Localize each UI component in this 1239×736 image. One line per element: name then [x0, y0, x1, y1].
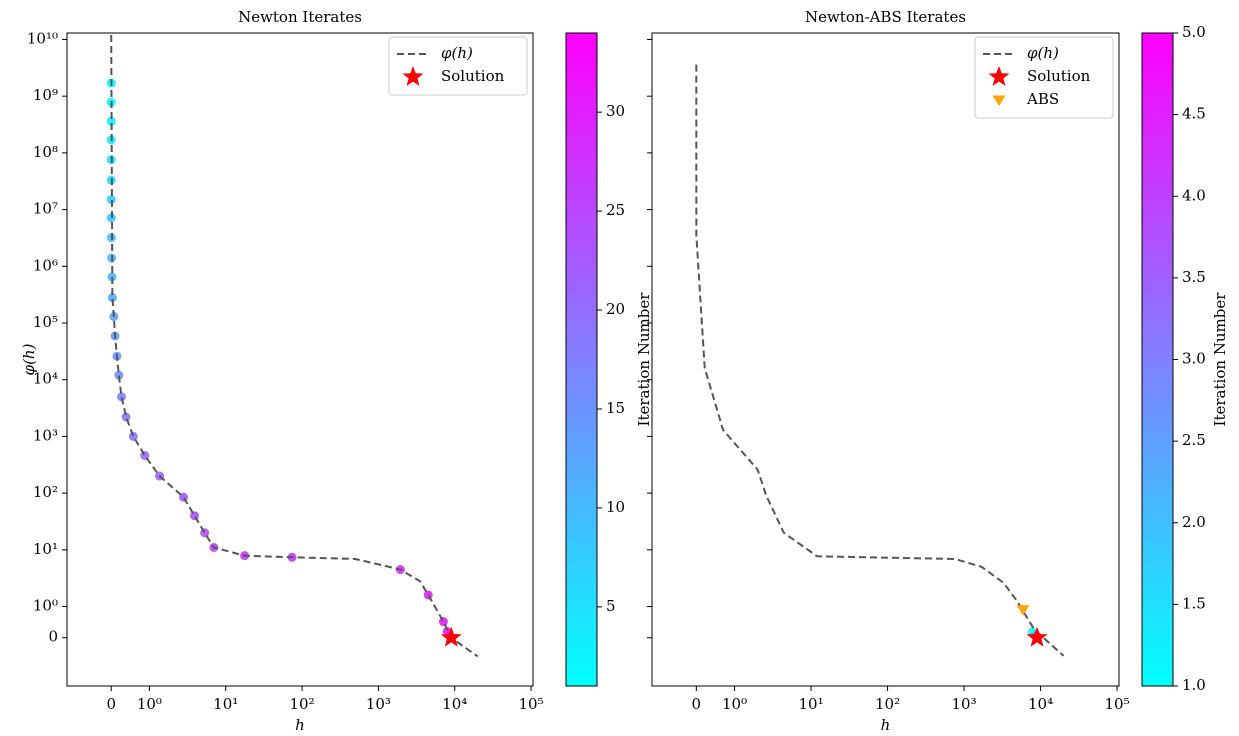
- x-tick-label: 10⁴: [442, 695, 467, 713]
- y-tick-label: 10¹: [33, 540, 58, 558]
- legend-star: [988, 66, 1010, 86]
- colorbar-tick-label: 1.0: [1182, 676, 1206, 694]
- axes-frame: [651, 32, 1120, 687]
- iterate-point: [121, 412, 131, 422]
- legend-box: [388, 36, 528, 96]
- y-axis-label: φ(h): [20, 343, 38, 375]
- legend-label: ABS: [1026, 90, 1059, 108]
- y-tick-label: 0: [48, 628, 58, 646]
- x-axis-label: h: [881, 716, 891, 734]
- x-tick-label: 10³: [366, 695, 391, 713]
- x-tick-label: 10¹: [799, 695, 824, 713]
- y-tick-label: 10⁵: [33, 313, 58, 331]
- colorbar-tick-label: 3.5: [1182, 268, 1206, 286]
- x-tick-label: 10¹: [213, 695, 238, 713]
- y-tick-label: 10²: [33, 483, 58, 501]
- solution-marker: [1026, 626, 1048, 647]
- legend-label: φ(h): [1027, 44, 1059, 62]
- legend-label: Solution: [441, 67, 505, 85]
- y-tick-label: 10¹⁰: [27, 29, 58, 47]
- legend-star: [402, 66, 424, 86]
- colorbar-tick-label: 2.0: [1182, 513, 1206, 531]
- y-tick-label: 10⁸: [33, 143, 58, 161]
- iterate-point: [114, 370, 124, 380]
- x-axis-label: h: [295, 716, 305, 734]
- curve: [110, 34, 479, 658]
- x-tick-label: 10⁴: [1028, 695, 1053, 713]
- colorbar-label: Iteration Number: [1211, 292, 1229, 427]
- y-tick-label: 10⁴: [33, 370, 58, 388]
- x-tick-label: 10³: [952, 695, 977, 713]
- x-tick-label: 10⁵: [519, 695, 544, 713]
- chart-title: Newton Iterates: [238, 8, 362, 26]
- y-tick-label: 10⁰: [33, 597, 58, 615]
- x-tick-label: 10⁰: [722, 695, 747, 713]
- colorbar-tick-label: 30: [606, 102, 625, 120]
- iterate-point: [423, 590, 433, 600]
- iterate-point: [107, 272, 117, 282]
- curve: [695, 64, 1065, 657]
- x-tick-label: 10²: [290, 695, 315, 713]
- legend-label: φ(h): [441, 44, 473, 62]
- colorbar-tick-label: 4.0: [1182, 186, 1206, 204]
- x-tick-label: 10⁰: [137, 695, 162, 713]
- iterate-point: [438, 617, 448, 627]
- colorbar-tick-label: 25: [606, 201, 625, 219]
- x-tick-label: 10⁵: [1105, 695, 1130, 713]
- colorbar-tick-label: 15: [606, 399, 625, 417]
- iterate-point: [107, 293, 117, 303]
- colorbar-tick-label: 1.5: [1182, 594, 1206, 612]
- axes-frame: [66, 32, 534, 687]
- colorbar-tick-label: 5: [606, 597, 616, 615]
- colorbar-label: Iteration Number: [635, 292, 653, 427]
- x-tick-label: 10²: [875, 695, 900, 713]
- iterate-point: [128, 431, 138, 441]
- colorbar-tick-label: 10: [606, 498, 625, 516]
- y-tick-label: 10⁶: [33, 256, 58, 274]
- abs-marker: [1016, 605, 1030, 616]
- y-tick-label: 10³: [33, 426, 58, 444]
- solution-marker: [440, 626, 462, 647]
- colorbar-tick-label: 2.5: [1182, 431, 1206, 449]
- legend-triangle: [992, 95, 1006, 106]
- plot-area: [106, 34, 479, 658]
- legend-box: [974, 36, 1114, 119]
- iterate-point: [117, 392, 127, 402]
- colorbar-tick-label: 4.5: [1182, 105, 1206, 123]
- colorbar-tick-label: 5.0: [1182, 23, 1206, 41]
- y-tick-label: 10⁹: [33, 86, 58, 104]
- colorbar-tick-label: 3.0: [1182, 350, 1206, 368]
- colorbar: [1141, 32, 1174, 687]
- colorbar-tick-label: 20: [606, 300, 625, 318]
- iterate-point: [106, 195, 116, 205]
- x-tick-label: 0: [692, 695, 702, 713]
- plot-area: [695, 64, 1065, 657]
- iterate-point: [190, 511, 200, 521]
- chart-title: Newton-ABS Iterates: [805, 8, 966, 26]
- y-tick-label: 10⁷: [33, 200, 58, 218]
- colorbar: [565, 32, 598, 687]
- iterate-point: [106, 116, 116, 126]
- x-tick-label: 0: [106, 695, 116, 713]
- legend-label: Solution: [1027, 67, 1091, 85]
